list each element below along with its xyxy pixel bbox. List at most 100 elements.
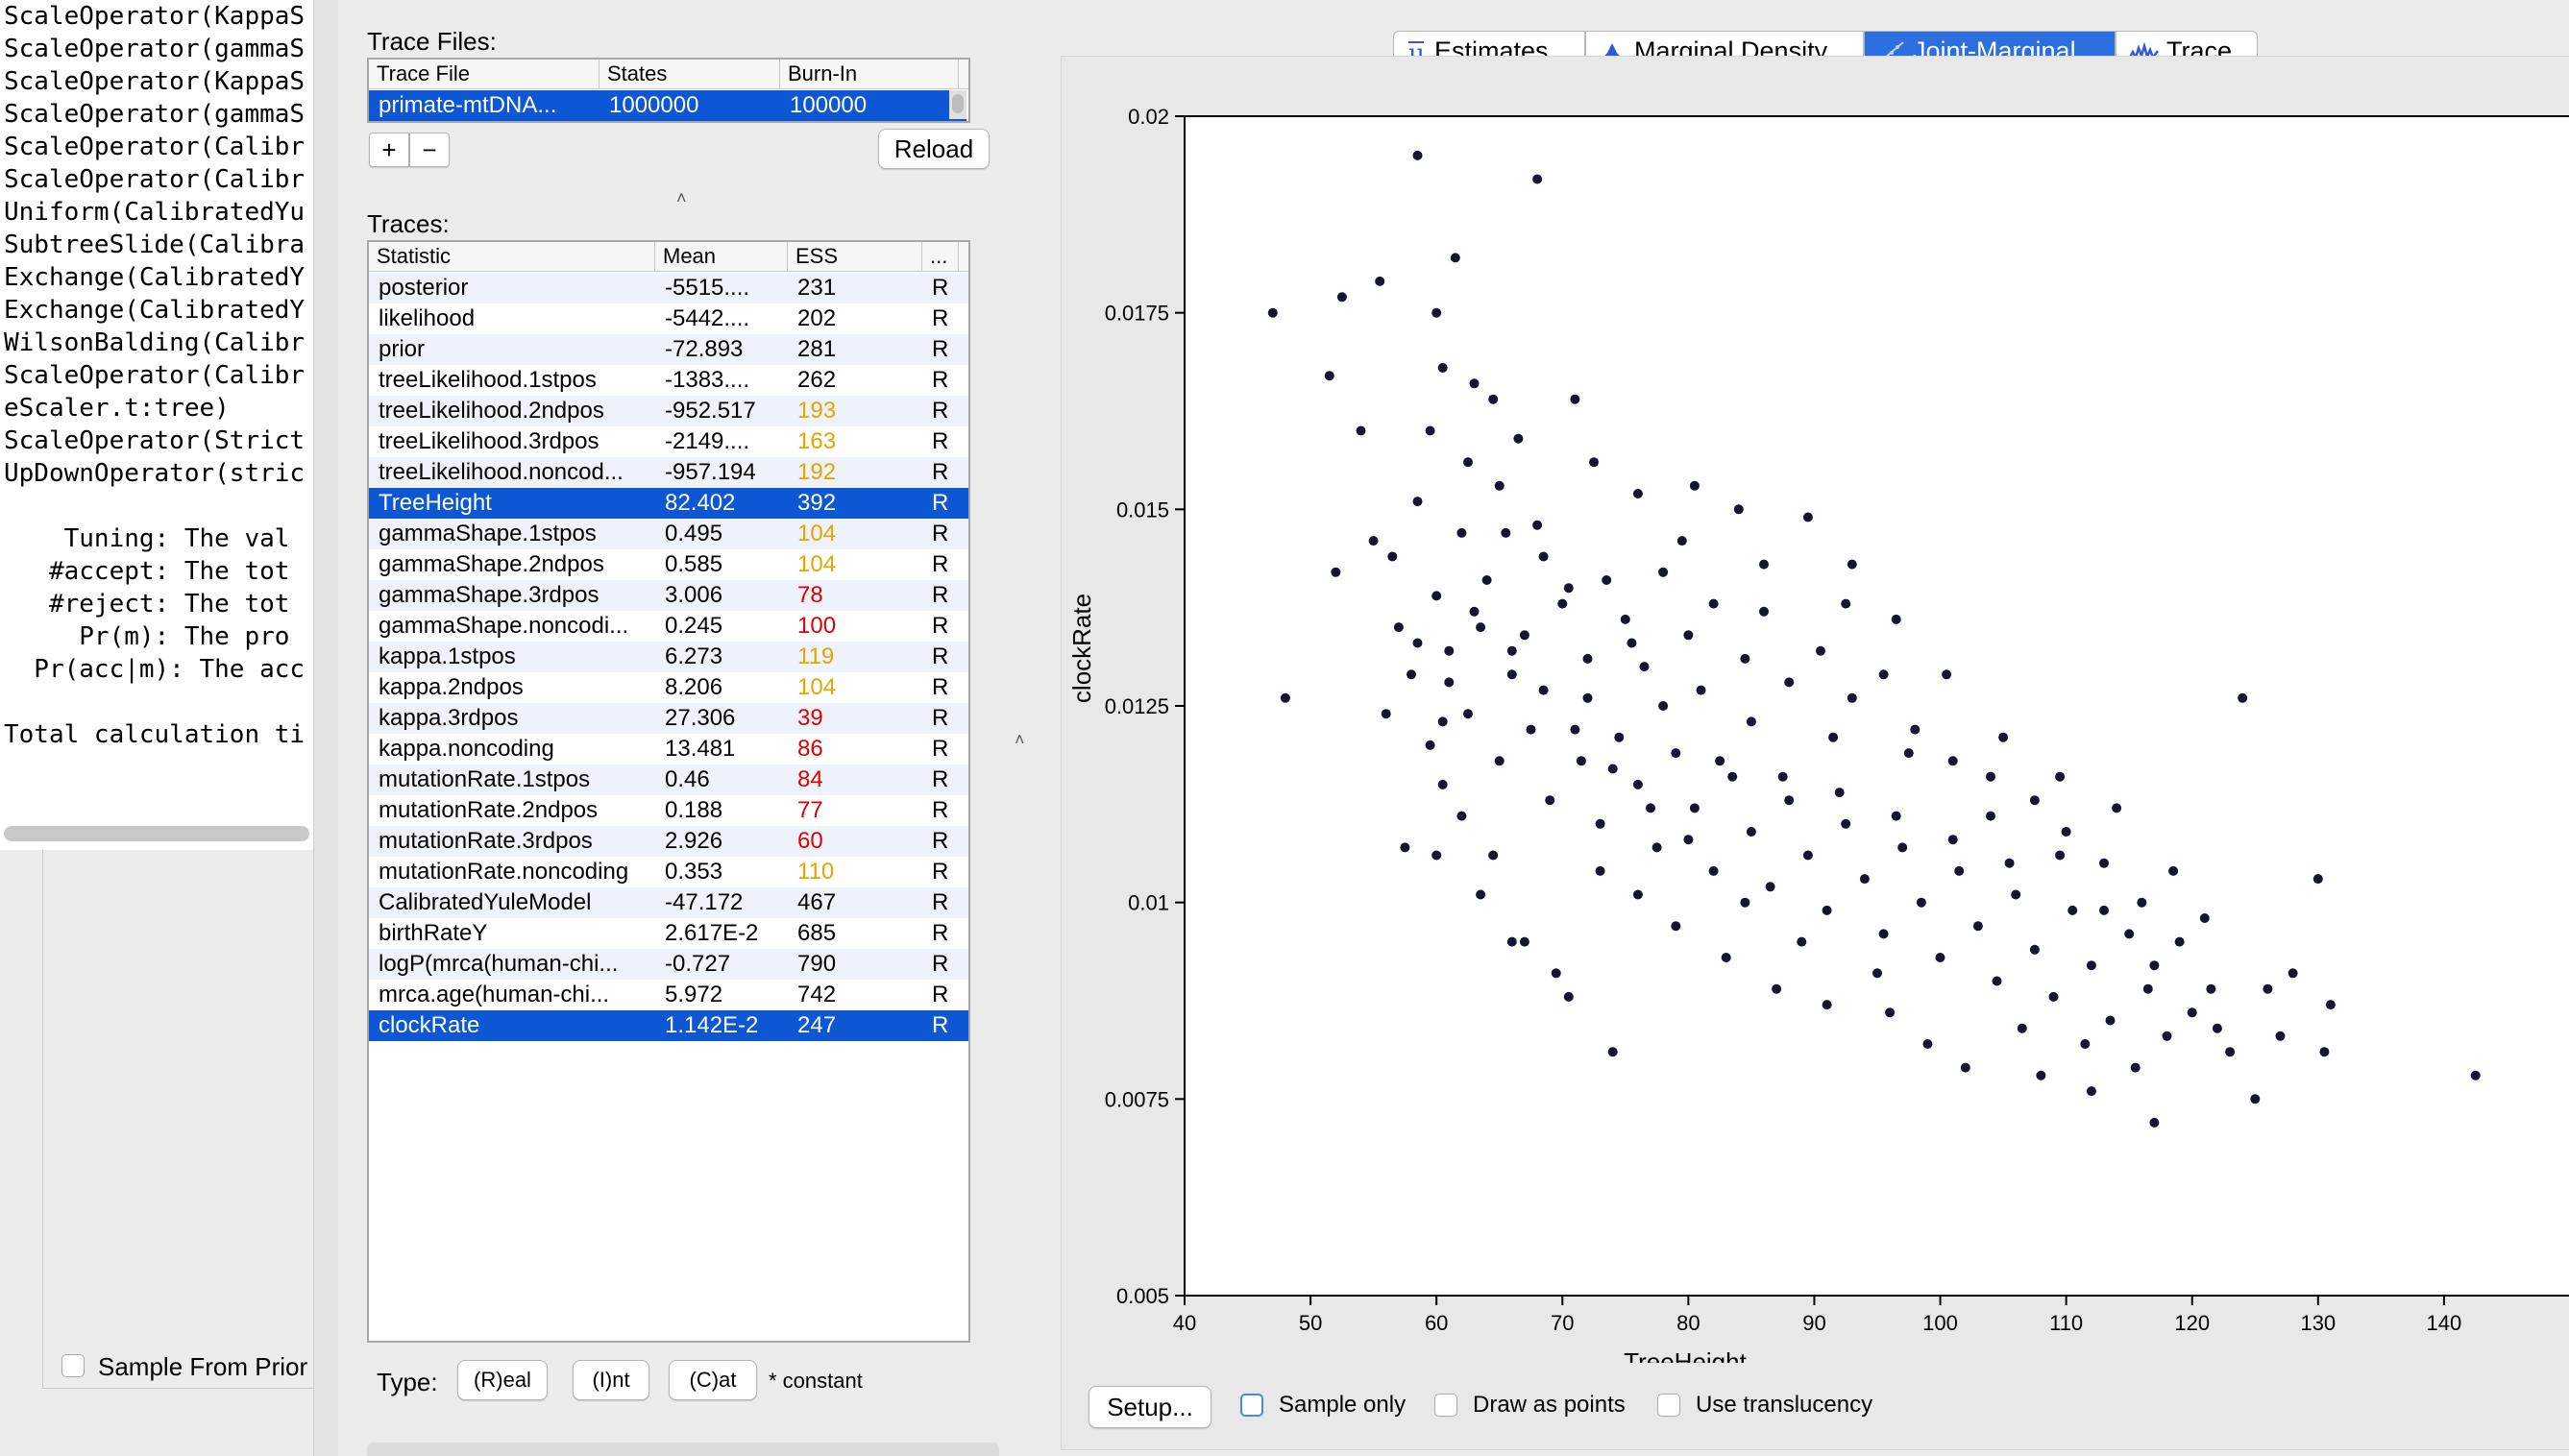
trace-file-burn-in[interactable]: 100000 [790, 92, 868, 118]
col-states[interactable]: States [599, 60, 780, 88]
trace-statistic-cell: treeLikelihood.3rdpos [379, 428, 599, 454]
type-cat-button[interactable]: (C)at [669, 1360, 757, 1400]
x-axis-label: TreeHeight [1624, 1347, 1747, 1363]
col-mean[interactable]: Mean [655, 242, 788, 271]
col-burn-in[interactable]: Burn-In [780, 60, 959, 88]
scatter-point [1412, 638, 1423, 648]
trace-row[interactable]: treeLikelihood.noncod... -957.194 192 R [369, 457, 968, 488]
trace-row[interactable]: kappa.noncoding 13.481 86 R [369, 734, 968, 764]
col-statistic[interactable]: Statistic [369, 242, 655, 271]
scatter-point [2029, 795, 2040, 806]
trace-row[interactable]: mutationRate.3rdpos 2.926 60 R [369, 826, 968, 857]
trace-row[interactable]: logP(mrca(human-chi... -0.727 790 R [369, 949, 968, 980]
scatter-point [2174, 936, 2185, 947]
trace-ess-cell: 685 [797, 920, 837, 946]
scatter-point [1538, 685, 1549, 695]
trace-ess-cell: 86 [797, 736, 823, 762]
trace-row[interactable]: posterior -5515.... 231 R [369, 273, 968, 303]
split-pane-handle-icon[interactable]: ˄ [676, 188, 687, 207]
trace-row[interactable]: clockRate 1.142E-2 247 R [369, 1010, 968, 1041]
trace-statistic-cell: TreeHeight [379, 490, 492, 516]
trace-row[interactable]: likelihood -5442.... 202 R [369, 303, 968, 334]
add-trace-file-button[interactable]: + [369, 133, 409, 167]
scatter-point [1841, 818, 1851, 829]
scatter-point [1450, 253, 1460, 263]
scatter-point [1671, 748, 1681, 759]
scatter-point [1494, 480, 1505, 491]
scatter-point [1607, 764, 1618, 774]
use-translucency-label: Use translucency [1696, 1392, 1873, 1418]
type-real-button[interactable]: (R)eal [457, 1360, 548, 1400]
col-type[interactable]: ... [922, 242, 959, 271]
trace-row[interactable]: birthRateY 2.617E-2 685 R [369, 918, 968, 949]
reload-button[interactable]: Reload [878, 129, 990, 169]
trace-row[interactable]: gammaShape.3rdpos 3.006 78 R [369, 580, 968, 611]
trace-row[interactable]: mutationRate.1stpos 0.46 84 R [369, 764, 968, 795]
scatter-point [1942, 669, 1952, 680]
scatter-point [1828, 732, 1839, 742]
trace-statistic-cell: posterior [379, 275, 469, 301]
trace-file-row[interactable]: primate-mtDNA... 1000000 100000 [369, 90, 966, 121]
scatter-point [1922, 1039, 1933, 1049]
scatter-point [2325, 1000, 2336, 1010]
scatter-point [1412, 150, 1423, 160]
scatter-point [2212, 1023, 2222, 1033]
scatter-point [1652, 842, 1662, 853]
scatter-point [1903, 748, 1914, 759]
scatter-point [2225, 1047, 2236, 1057]
sample-only-checkbox[interactable] [1240, 1394, 1263, 1417]
console-line: ScaleOperator(gammaS [4, 35, 306, 63]
trace-row[interactable]: treeLikelihood.1stpos -1383.... 262 R [369, 365, 968, 396]
scatter-point [1545, 795, 1555, 806]
console-line: ScaleOperator(KappaS [4, 2, 306, 31]
trace-type-cell: R [932, 828, 949, 854]
scatter-point [1759, 559, 1769, 570]
console-horizontal-scrollbar[interactable] [4, 826, 309, 841]
trace-row[interactable]: prior -72.893 281 R [369, 334, 968, 365]
trace-row[interactable]: gammaShape.2ndpos 0.585 104 R [369, 549, 968, 580]
scatter-point [1676, 536, 1687, 546]
trace-row[interactable]: gammaShape.1stpos 0.495 104 R [369, 519, 968, 549]
col-ess[interactable]: ESS [788, 242, 922, 271]
use-translucency-checkbox[interactable] [1657, 1394, 1680, 1417]
trace-row[interactable]: CalibratedYuleModel -47.172 467 R [369, 887, 968, 918]
trace-statistic-cell: CalibratedYuleModel [379, 889, 592, 915]
trace-row[interactable]: kappa.3rdpos 27.306 39 R [369, 703, 968, 734]
trace-mean-cell: 1.142E-2 [665, 1012, 759, 1038]
trace-row[interactable]: mutationRate.noncoding 0.353 110 R [369, 857, 968, 887]
draw-as-points-checkbox[interactable] [1434, 1394, 1457, 1417]
trace-row[interactable]: kappa.1stpos 6.273 119 R [369, 642, 968, 672]
trace-ess-cell: 84 [797, 766, 823, 792]
trace-type-cell: R [932, 951, 949, 977]
trace-row[interactable]: treeLikelihood.3rdpos -2149.... 163 R [369, 426, 968, 457]
trace-row[interactable]: gammaShape.noncodi... 0.245 100 R [369, 611, 968, 642]
trace-row[interactable]: mutationRate.2ndpos 0.188 77 R [369, 795, 968, 826]
scatter-point [1689, 803, 1700, 813]
y-axis-label: clockRate [1067, 594, 1096, 703]
sample-from-prior-checkbox[interactable] [61, 1354, 85, 1377]
console-line: ScaleOperator(Calibr [4, 361, 306, 390]
scatter-point [2004, 858, 2015, 868]
scatter-point [1589, 457, 1599, 468]
y-axis: 0.005 0.0075 0.01 0.0125 0.015 0.0175 0.02 [1105, 105, 1185, 1308]
scatter-point [1444, 645, 1455, 656]
y-tick-label: 0.0075 [1105, 1087, 1169, 1111]
scatter-point [1986, 811, 1995, 821]
scatter-point [2142, 983, 2153, 994]
trace-row[interactable]: kappa.2ndpos 8.206 104 R [369, 672, 968, 703]
setup-button[interactable]: Setup... [1089, 1386, 1211, 1428]
trace-row[interactable]: treeLikelihood.2ndpos -952.517 193 R [369, 396, 968, 426]
split-pane-vertical-handle-icon[interactable]: ˄ [1015, 730, 1025, 749]
remove-trace-file-button[interactable]: − [409, 133, 450, 167]
console-line: eScaler.t:tree) [4, 394, 230, 423]
scatter-point [1802, 512, 1813, 522]
trace-files-scrollbar[interactable] [949, 90, 966, 119]
type-int-button[interactable]: (I)nt [573, 1360, 649, 1400]
scatter-point [1412, 497, 1423, 507]
x-tick-label: 140 [2427, 1311, 2462, 1335]
scatter-point [1708, 598, 1719, 609]
col-trace-file[interactable]: Trace File [369, 60, 599, 88]
scatter-point [1463, 457, 1473, 468]
trace-row[interactable]: TreeHeight 82.402 392 R [369, 488, 968, 519]
trace-row[interactable]: mrca.age(human-chi... 5.972 742 R [369, 980, 968, 1010]
